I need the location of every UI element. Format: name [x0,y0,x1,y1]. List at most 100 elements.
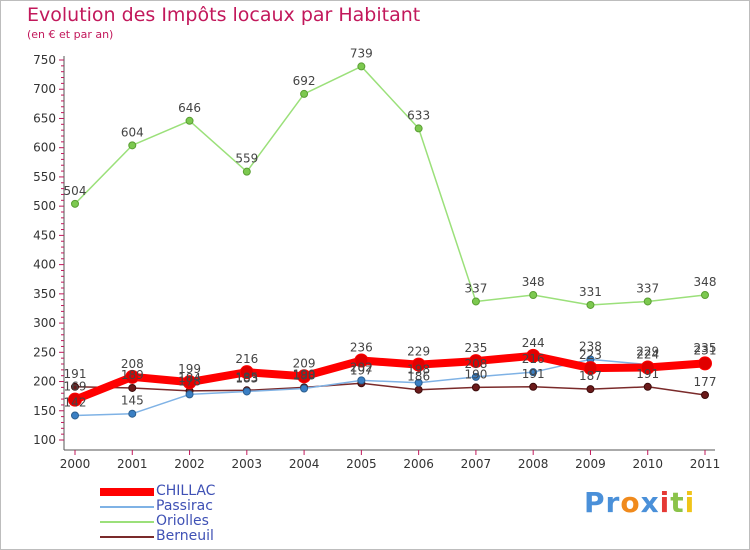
data-point-chillac [411,357,426,372]
y-tick-label: 700 [33,82,56,96]
y-tick-label: 100 [33,433,56,447]
data-point-berneuil [71,382,79,391]
data-point-berneuil [128,383,137,392]
data-label-oriolles: 348 [522,275,545,289]
data-point-oriolles [414,124,423,133]
data-point-passirac [414,378,423,387]
data-point-chillac [640,360,655,375]
data-label-oriolles: 348 [694,275,717,289]
data-point-chillac [354,353,369,368]
data-label-chillac: 216 [235,352,258,366]
data-label-chillac: 223 [579,348,602,362]
legend-item-oriolles: Oriolles [100,514,215,529]
y-tick-label: 650 [33,111,56,125]
data-label-chillac: 199 [178,362,201,376]
x-tick-label: 2000 [60,457,91,471]
y-tick-label: 450 [33,228,56,242]
data-point-chillac [297,369,312,384]
data-point-oriolles [128,141,137,150]
x-tick-label: 2009 [575,457,606,471]
data-label-passirac: 235 [694,341,717,355]
logo-letter: x [640,486,660,519]
y-tick-label: 600 [33,141,56,155]
data-point-oriolles [71,199,79,208]
data-point-chillac [68,392,82,407]
data-point-chillac [698,356,712,371]
data-point-chillac [182,375,197,390]
data-label-passirac: 216 [522,352,545,366]
data-label-chillac: 231 [694,343,717,357]
data-label-chillac: 208 [121,357,144,371]
x-tick-label: 2003 [232,457,263,471]
legend-label: CHILLAC [156,483,216,499]
y-tick-label: 500 [33,199,56,213]
y-tick-label: 750 [33,53,56,67]
legend-label: Oriolles [156,513,209,529]
x-tick-label: 2002 [174,457,205,471]
legend-item-passirac: Passirac [100,499,215,514]
data-label-passirac: 183 [235,371,258,385]
legend-swatch [100,535,154,538]
data-point-oriolles [185,116,194,125]
data-label-berneuil: 197 [350,363,373,377]
series-points [68,62,712,420]
data-point-chillac [239,365,254,380]
data-label-berneuil: 191 [64,367,87,381]
logo-letter: t [670,486,685,519]
data-label-oriolles: 337 [636,281,659,295]
series-lines [71,65,709,417]
data-label-passirac: 145 [121,394,144,408]
data-point-berneuil [701,390,709,399]
data-point-passirac [529,368,538,377]
data-label-passirac: 178 [178,374,201,388]
x-tick-label: 2010 [632,457,663,471]
x-tick-label: 2004 [289,457,320,471]
series-line-passirac [74,358,706,417]
data-point-passirac [242,387,251,396]
logo-letter: o [620,486,641,519]
data-label-oriolles: 331 [579,285,602,299]
logo-letter: r [605,486,621,519]
data-point-oriolles [242,167,251,176]
data-label-chillac: 244 [522,336,545,350]
data-label-chillac: 224 [636,348,659,362]
data-point-passirac [71,411,79,420]
proxiti-logo: Proxiti [584,486,695,519]
legend-swatch [100,505,154,508]
data-label-berneuil: 191 [636,367,659,381]
data-label-berneuil: 186 [407,370,430,384]
y-tick-label: 300 [33,316,56,330]
x-tick-label: 2006 [403,457,434,471]
x-tick-label: 2007 [461,457,492,471]
y-tick-label: 200 [33,375,56,389]
data-label-chillac: 229 [407,345,430,359]
data-point-chillac [526,348,541,363]
legend-item-berneuil: Berneuil [100,529,215,544]
data-point-passirac [300,384,309,393]
chart-subtitle: (en € et par an) [27,28,114,41]
x-tick-label: 2008 [518,457,549,471]
data-label-oriolles: 559 [235,152,258,166]
data-label-berneuil: 184 [178,371,201,385]
data-point-chillac [583,361,598,376]
data-point-berneuil [643,382,652,391]
data-label-passirac: 198 [407,363,430,377]
data-label-berneuil: 177 [694,375,717,389]
x-tick-label: 2011 [690,457,721,471]
data-point-passirac [185,390,194,399]
data-label-passirac: 208 [464,357,487,371]
data-label-oriolles: 504 [64,184,87,198]
data-label-oriolles: 604 [121,125,144,139]
data-label-berneuil: 187 [579,369,602,383]
data-label-berneuil: 185 [235,370,258,384]
data-point-passirac [357,376,366,385]
data-label-chillac: 235 [464,341,487,355]
data-label-chillac: 236 [350,340,373,354]
logo-letter: P [584,486,606,519]
data-point-passirac [128,409,137,418]
data-label-berneuil: 190 [464,367,487,381]
y-tick-label: 400 [33,258,56,272]
data-label-oriolles: 337 [464,281,487,295]
y-tick-label: 150 [33,404,56,418]
